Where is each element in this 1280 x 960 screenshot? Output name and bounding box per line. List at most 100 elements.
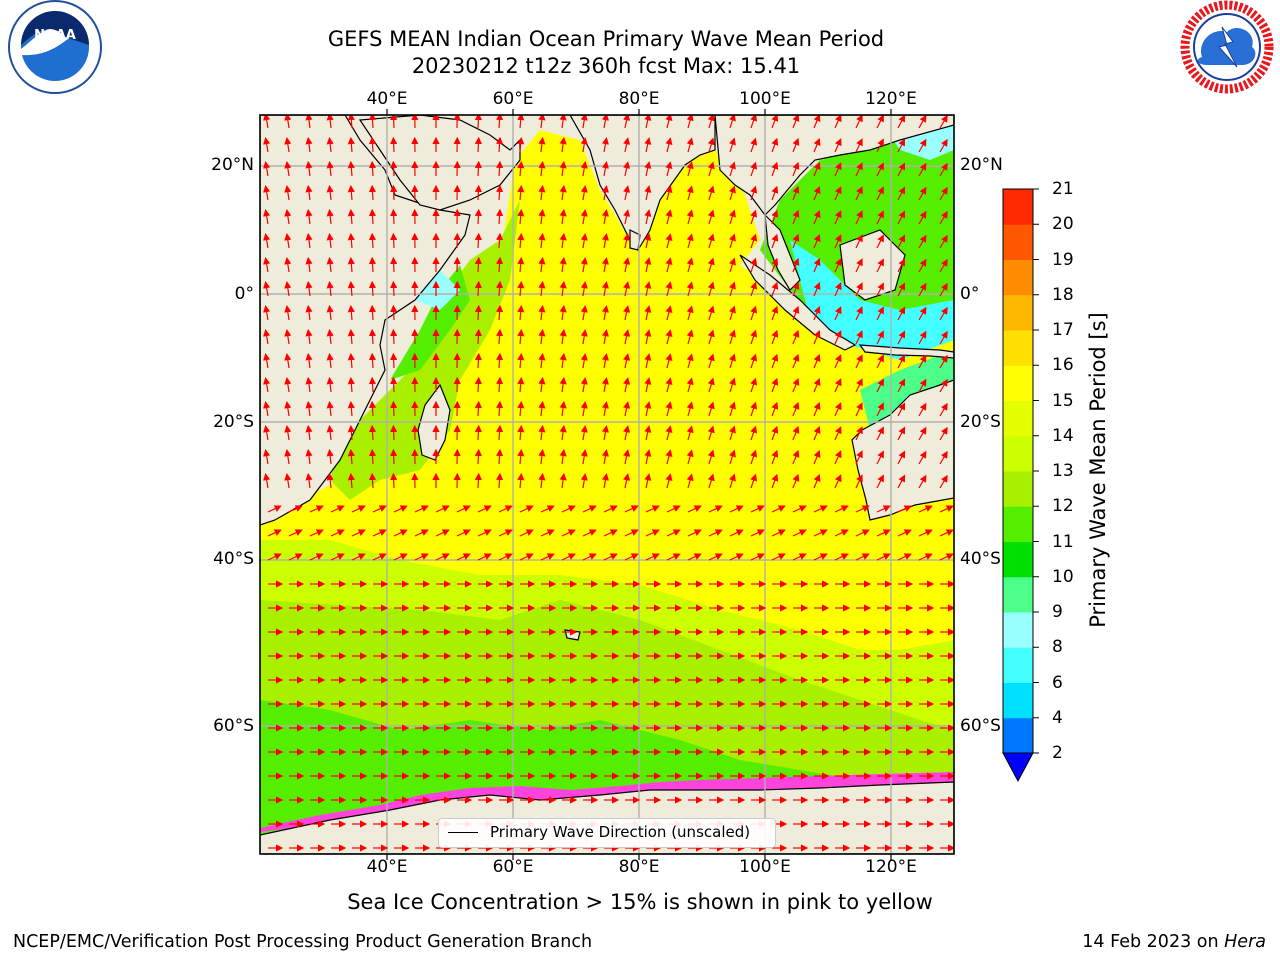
colorbar-segment xyxy=(1003,717,1033,754)
wave-arrow xyxy=(939,474,948,489)
wave-arrow xyxy=(540,553,555,561)
wave-arrow xyxy=(876,162,884,177)
wave-arrow xyxy=(750,377,758,393)
wave-arrow xyxy=(351,553,366,561)
wave-arrow xyxy=(876,258,884,273)
wave-arrow xyxy=(665,281,673,297)
wave-arrow xyxy=(729,553,744,561)
wave-arrow xyxy=(707,473,715,489)
wave-arrow xyxy=(792,115,800,129)
sea-ice-note: Sea Ice Concentration > 15% is shown in … xyxy=(347,890,933,914)
wave-arrow xyxy=(582,553,597,561)
wave-arrow xyxy=(707,401,715,417)
wave-arrow xyxy=(644,115,652,129)
wave-arrow xyxy=(538,232,546,249)
wave-arrow xyxy=(330,505,345,513)
wave-arrow xyxy=(624,529,639,537)
wave-arrow xyxy=(284,281,292,297)
wave-arrow xyxy=(834,115,842,129)
colorbar-segment xyxy=(1003,365,1033,401)
wave-arrow xyxy=(939,162,948,177)
noaa-logo: NOAA xyxy=(8,0,102,94)
wave-arrow xyxy=(750,233,758,249)
wave-arrow xyxy=(559,160,567,177)
wave-arrow xyxy=(855,529,870,537)
wave-arrow xyxy=(792,401,800,417)
wave-arrow xyxy=(538,328,546,345)
colorbar-tick-label: 6 xyxy=(1052,672,1063,693)
wave-arrow xyxy=(495,160,504,177)
wave-arrow xyxy=(517,184,525,201)
wave-arrow xyxy=(284,449,292,465)
wave-arrow xyxy=(601,329,609,345)
wave-arrow xyxy=(939,553,954,561)
wave-arrow xyxy=(644,425,652,441)
wave-arrow xyxy=(624,553,639,561)
wave-arrow xyxy=(939,234,948,249)
wave-arrow xyxy=(368,136,377,153)
wave-arrow xyxy=(855,210,863,225)
wave-arrow xyxy=(263,329,271,345)
wave-arrow xyxy=(792,257,800,273)
wave-arrow xyxy=(263,281,271,297)
wave-arrow xyxy=(750,449,758,465)
wave-arrow xyxy=(792,209,800,225)
wave-arrow xyxy=(813,233,821,249)
colorbar-tick-label: 14 xyxy=(1052,425,1074,446)
wave-arrow xyxy=(601,137,609,153)
wave-arrow xyxy=(305,208,313,225)
wave-arrow xyxy=(305,424,313,441)
wave-arrow xyxy=(368,280,377,297)
wave-arrow xyxy=(390,232,398,249)
wave-arrow xyxy=(876,234,884,249)
wave-arrow xyxy=(580,377,588,393)
wave-arrow xyxy=(326,424,334,441)
wave-arrow xyxy=(540,505,555,513)
wave-arrow xyxy=(813,553,828,561)
wave-arrow xyxy=(707,425,715,441)
wave-arrow xyxy=(477,505,492,513)
colorbar-segment xyxy=(1003,471,1033,507)
wave-arrow xyxy=(918,553,933,561)
wave-arrow xyxy=(813,185,821,201)
lat-tick-left-40s: 40°S xyxy=(213,549,254,569)
wave-arrow xyxy=(623,161,631,177)
wave-arrow xyxy=(855,138,863,153)
wave-arrow xyxy=(939,529,954,537)
wave-arrow xyxy=(538,136,546,153)
wave-arrow xyxy=(559,448,567,465)
wave-arrow xyxy=(939,450,948,465)
wave-arrow xyxy=(414,529,429,537)
colorbar-tick-label: 13 xyxy=(1052,461,1074,481)
wave-arrow xyxy=(623,401,631,417)
wave-arrow xyxy=(750,401,758,417)
wave-arrow xyxy=(368,400,377,417)
wave-arrow xyxy=(538,160,546,177)
colorbar-title: Primary Wave Mean Period [s] xyxy=(1086,312,1110,628)
wave-arrow xyxy=(498,529,513,537)
wave-arrow xyxy=(601,209,609,225)
wave-arrow xyxy=(645,505,660,513)
wave-arrow xyxy=(897,426,906,441)
wave-arrow xyxy=(855,258,863,273)
wave-arrow xyxy=(771,425,779,441)
wave-arrow xyxy=(368,184,377,201)
wave-arrow xyxy=(559,424,567,441)
wave-arrow xyxy=(729,505,744,513)
wave-arrow xyxy=(498,505,513,513)
colorbar-segment xyxy=(1003,647,1033,683)
wave-arrow xyxy=(623,473,631,489)
wave-arrow xyxy=(474,328,482,345)
wave-arrow xyxy=(474,280,482,297)
wave-arrow xyxy=(729,185,736,201)
wave-arrow xyxy=(771,329,779,345)
wave-arrow xyxy=(347,280,355,297)
wave-arrow xyxy=(390,328,398,345)
wave-arrow xyxy=(580,329,588,345)
wave-arrow xyxy=(665,257,673,273)
wave-arrow xyxy=(305,136,313,153)
wave-arrow xyxy=(368,448,377,465)
wave-arrow xyxy=(939,505,954,513)
wave-arrow xyxy=(771,553,786,561)
wave-arrow xyxy=(540,529,555,537)
